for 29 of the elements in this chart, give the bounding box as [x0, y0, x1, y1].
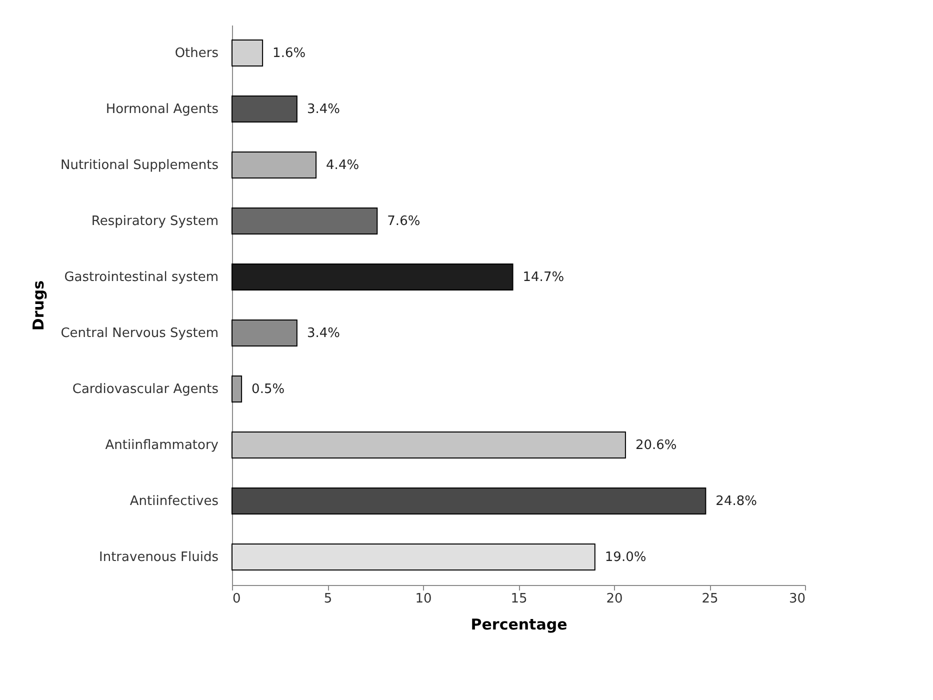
data-label: 3.4%	[306, 326, 340, 341]
y-tick-label: Intravenous Fluids	[99, 550, 219, 565]
y-tick-label: Central Nervous System	[60, 326, 218, 341]
data-label: 1.6%	[272, 46, 306, 61]
y-tick-label: Antiinfectives	[130, 494, 219, 509]
y-tick-label: Cardiovascular Agents	[72, 382, 219, 397]
x-tick-label: 25	[702, 592, 718, 606]
x-tick-label: 10	[415, 592, 432, 606]
data-label: 14.7%	[522, 270, 564, 285]
data-label: 4.4%	[326, 158, 360, 173]
y-axis-title: Drugs	[29, 280, 48, 331]
y-tick-label: Others	[174, 46, 219, 61]
data-label: 7.6%	[387, 214, 420, 229]
y-tick-label: Gastrointestinal system	[64, 270, 218, 285]
x-tick-label: 0	[232, 592, 241, 606]
data-label: 24.8%	[716, 494, 757, 509]
data-label: 19.0%	[604, 550, 646, 565]
y-tick-label: Antiinflammatory	[105, 438, 219, 453]
y-tick-label: Nutritional Supplements	[60, 158, 219, 173]
x-axis-title: Percentage	[470, 616, 568, 634]
x-tick-label: 20	[606, 592, 623, 606]
x-tick-label: 5	[324, 592, 332, 606]
data-label: 20.6%	[635, 438, 677, 453]
data-label: 3.4%	[306, 102, 340, 117]
x-tick-label: 15	[510, 592, 528, 606]
data-label: 0.5%	[252, 382, 285, 397]
y-tick-label: Respiratory System	[91, 214, 218, 229]
y-tick-label: Hormonal Agents	[106, 102, 219, 117]
x-tick-label: 30	[788, 592, 806, 606]
